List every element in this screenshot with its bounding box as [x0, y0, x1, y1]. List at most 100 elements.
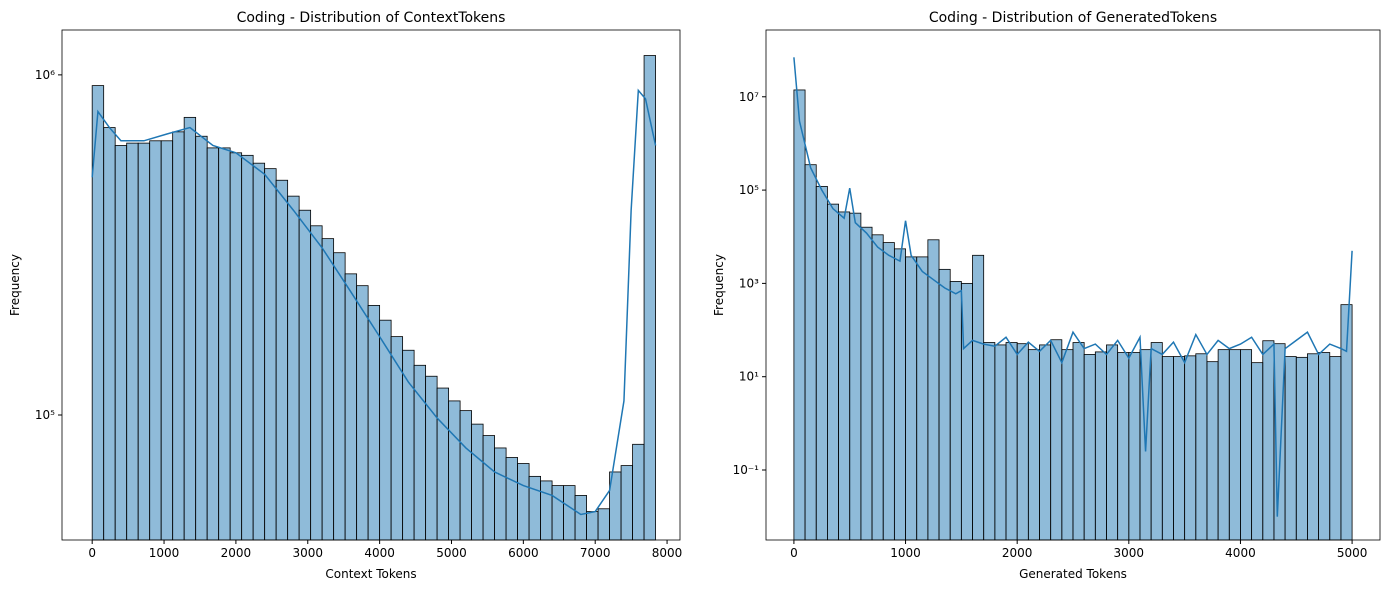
bar [275, 179, 289, 541]
bar [149, 140, 162, 541]
bar [482, 435, 495, 541]
bar [471, 423, 484, 541]
x-tick-label: 4000 [1225, 546, 1256, 560]
bar [1240, 349, 1253, 541]
bar [882, 242, 895, 541]
bar [264, 168, 277, 541]
bar [1228, 349, 1241, 541]
bar [1195, 353, 1208, 541]
bar [1318, 352, 1331, 541]
bar [425, 375, 438, 541]
bar [1307, 353, 1320, 541]
bar [620, 465, 633, 541]
plot [793, 57, 1353, 541]
bar [436, 387, 450, 541]
x-tick-label: 0 [790, 546, 798, 560]
x-tick-label: 8000 [652, 546, 683, 560]
bar [849, 212, 862, 541]
bar [494, 447, 507, 541]
x-tick-label: 4000 [364, 546, 395, 560]
bar [195, 135, 208, 541]
x-axis-label: Generated Tokens [1019, 567, 1127, 581]
chart-title: Coding - Distribution of ContextTokens [237, 10, 506, 26]
bar [287, 195, 300, 541]
bar [333, 252, 346, 541]
bar [815, 185, 828, 541]
bar [804, 164, 817, 541]
plot-frame [765, 29, 1381, 541]
x-tick-label: 1000 [149, 546, 180, 560]
y-tick-label: 10⁵ [35, 408, 55, 422]
bar [172, 131, 185, 541]
bar [1150, 342, 1163, 541]
bar [229, 152, 243, 541]
bar [1106, 344, 1119, 541]
bar [838, 211, 851, 541]
bar [1284, 356, 1297, 541]
bar [517, 463, 530, 541]
bar [1184, 355, 1197, 541]
bar [241, 154, 254, 541]
bar [938, 268, 951, 541]
bar [927, 239, 940, 541]
bar [597, 508, 610, 541]
plot [91, 55, 657, 541]
bar [1117, 352, 1130, 541]
x-tick-label: 2000 [1002, 546, 1033, 560]
bar [1027, 349, 1040, 541]
bar [643, 55, 656, 541]
x-tick-label: 5000 [1337, 546, 1368, 560]
kde-line [793, 57, 1353, 517]
x-tick-label: 0 [88, 546, 96, 560]
bar [367, 304, 381, 541]
bar [994, 344, 1007, 541]
bar [540, 480, 553, 541]
bar [1217, 349, 1230, 541]
bar [1061, 349, 1074, 541]
bar [1094, 351, 1107, 541]
bar [344, 273, 358, 541]
bar [114, 145, 128, 541]
bar [528, 475, 541, 541]
bar [972, 254, 985, 541]
bar [551, 485, 564, 541]
bar [949, 281, 962, 541]
plot-frame [61, 29, 681, 541]
bar [1083, 354, 1096, 541]
bar [206, 147, 220, 541]
bar [126, 142, 139, 541]
bar [563, 485, 576, 541]
bar [298, 209, 312, 541]
bar [586, 511, 599, 541]
x-tick-label: 7000 [580, 546, 611, 560]
bar [1262, 340, 1275, 541]
bar [1039, 344, 1052, 541]
bar [793, 89, 806, 541]
chart-title: Coding - Distribution of GeneratedTokens [929, 10, 1217, 26]
bar [321, 238, 335, 541]
bar [1173, 356, 1186, 541]
y-tick-label: 10⁶ [35, 68, 55, 82]
bar [827, 203, 839, 541]
bar [448, 400, 461, 541]
bar [905, 256, 918, 541]
y-tick-label: 10³ [739, 276, 759, 290]
kde-line [91, 88, 657, 516]
bar [218, 147, 231, 541]
bar [402, 349, 415, 541]
bar [103, 127, 116, 541]
bar [390, 336, 404, 541]
bar [1016, 343, 1029, 541]
x-tick-label: 3000 [292, 546, 323, 560]
bar [252, 162, 266, 541]
bar [871, 234, 884, 541]
bar [632, 443, 645, 541]
bar [1005, 342, 1018, 541]
bar [1329, 356, 1342, 541]
bar [1050, 339, 1063, 541]
bar [1128, 352, 1141, 541]
bar [574, 495, 587, 541]
x-tick-label: 1000 [890, 546, 921, 560]
bar [1251, 362, 1264, 541]
y-axis-label: Frequency [712, 254, 726, 316]
